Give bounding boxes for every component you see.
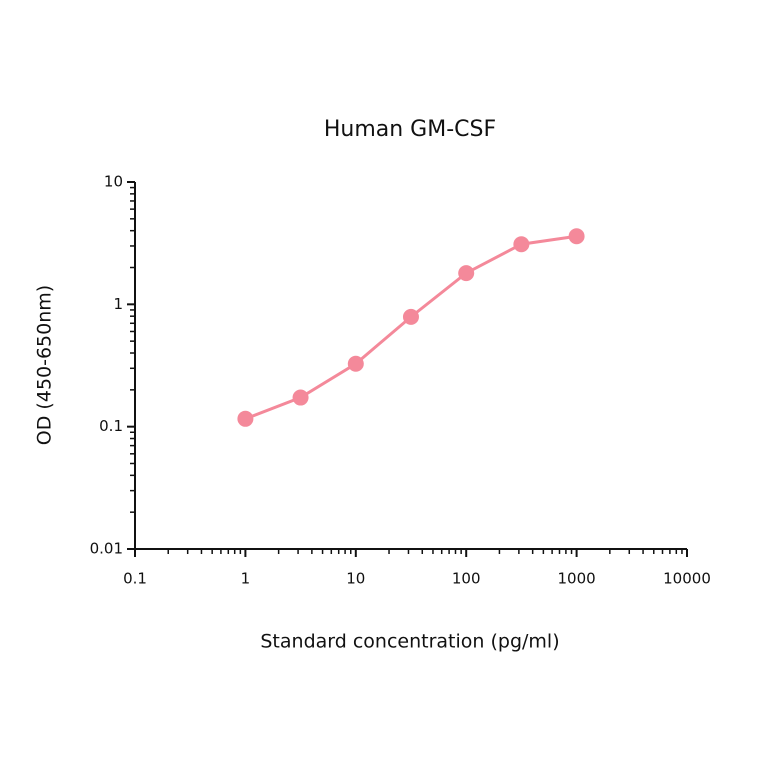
y-tick-label: 0.1 — [99, 417, 123, 435]
data-point — [513, 236, 530, 253]
x-axis-label: Standard concentration (pg/ml) — [260, 631, 559, 653]
y-tick-label: 1 — [113, 295, 123, 313]
series-line — [244, 234, 577, 421]
x-tick-label: 1000 — [558, 570, 596, 588]
data-point — [237, 410, 254, 427]
data-point — [402, 308, 419, 325]
x-tick-label: 100 — [452, 570, 481, 588]
x-tick-label: 0.1 — [123, 570, 147, 588]
x-tick-label: 10 — [346, 570, 365, 588]
y-tick-label: 10 — [104, 173, 123, 191]
y-tick-label: 0.01 — [90, 540, 123, 558]
y-axis-label: OD (450-650nm) — [34, 285, 56, 445]
data-point — [568, 228, 585, 245]
data-point — [347, 355, 364, 372]
data-point — [292, 389, 309, 406]
data-point — [458, 265, 475, 282]
chart-title: Human GM-CSF — [324, 117, 496, 142]
x-tick-label: 1 — [241, 570, 251, 588]
x-tick-label: 10000 — [663, 570, 711, 588]
